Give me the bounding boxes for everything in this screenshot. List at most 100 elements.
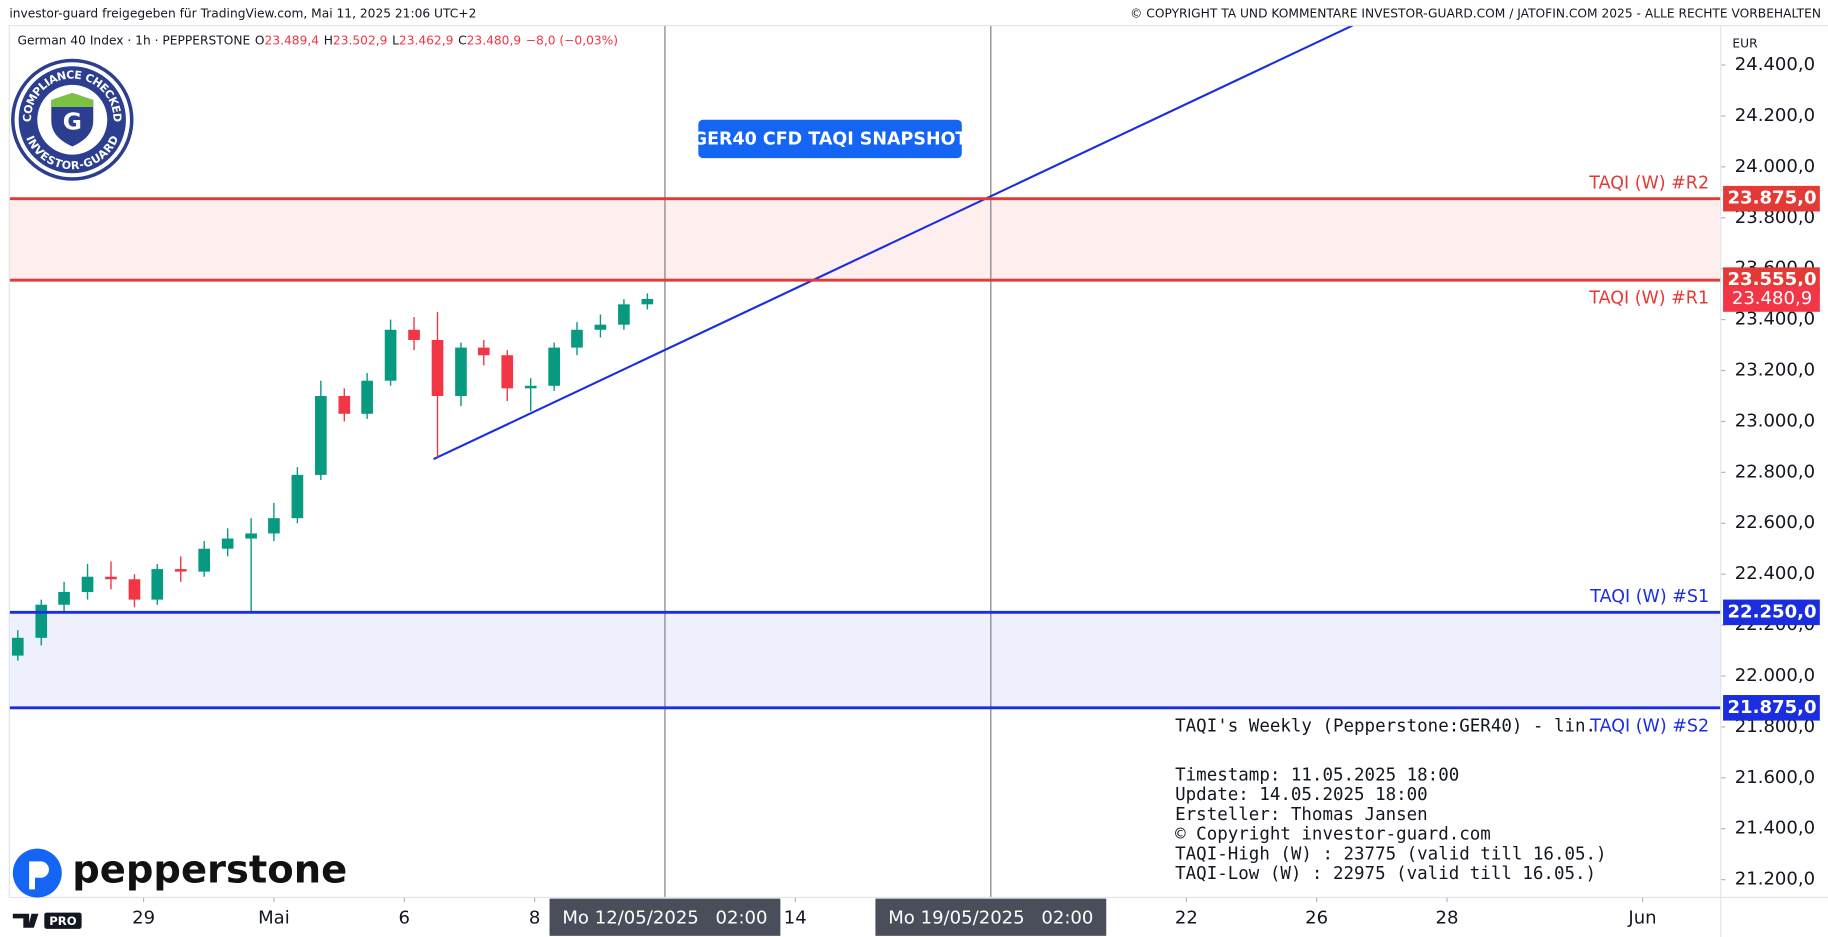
y-tick-label: 24.200,0 [1735,105,1815,126]
y-tick-label: 21.600,0 [1735,767,1815,788]
candle-body [431,339,444,396]
level-name: TAQI (W) #S1 [1589,587,1709,607]
info-block: TAQI's Weekly (Pepperstone:GER40) - lin.… [1175,717,1606,885]
legend-value: 23.462,9 [399,33,453,47]
candle-body [384,329,397,381]
y-tick-label: 22.400,0 [1735,563,1815,584]
y-tick-label: 23.000,0 [1735,410,1815,431]
trendline [433,24,1353,461]
last-price-box [1723,286,1820,312]
zone [9,612,1721,708]
badge-letter: G [63,109,82,136]
tv-pro: PRO [49,914,77,928]
candle-body [315,395,327,475]
x-tick-label: 29 [132,907,155,928]
x-tick-label: 8 [529,907,541,928]
candle-body [524,385,537,389]
candle-body [35,604,48,638]
legend-key: L [392,33,399,47]
level-name: TAQI (W) #S2 [1589,716,1709,736]
candle-body [338,395,351,414]
candle-body [501,355,514,389]
x-tick-label: 6 [399,907,411,928]
info-line: TAQI's Weekly (Pepperstone:GER40) - lin. [1175,717,1596,737]
header-left: investor-guard freigegeben für TradingVi… [9,6,476,20]
marker-box [875,898,1107,936]
level-name: TAQI (W) #R2 [1588,174,1709,194]
info-line: © Copyright investor-guard.com [1175,825,1491,845]
compliance-badge: COMPLIANCE CHECKED INVESTOR-GUARD G [11,58,134,181]
zone [9,198,1721,281]
level-price-box [1723,599,1820,626]
candle-body [594,324,607,330]
y-tick-label: 21.200,0 [1735,869,1815,890]
candle-body [361,380,373,414]
candle-body [81,576,94,592]
legend-value: 23.489,4 [265,33,320,47]
x-tick-label: 22 [1175,907,1198,928]
y-tick-label: 21.400,0 [1735,818,1815,839]
level-price-box [1723,185,1820,212]
legend-value: 23.480,9 [467,33,521,47]
broker-name: pepperstone [72,847,347,892]
candle-body [58,591,70,605]
x-tick-label: Mai [258,907,290,928]
level-price: 23.555,0 [1727,269,1816,290]
broker-logo: pepperstone [12,847,347,898]
y-tick-label: 22.000,0 [1735,665,1815,686]
snapshot-box [698,119,962,159]
x-tick-label: Jun [1627,907,1656,928]
candle-body [618,304,630,325]
marker-date: Mo 19/05/2025 [888,907,1024,928]
candle-body [128,579,141,600]
candle-body [641,298,654,305]
info-line: Timestamp: 11.05.2025 18:00 [1175,765,1459,785]
header-right: © COPYRIGHT TA UND KOMMENTARE INVESTOR-G… [1130,6,1821,20]
candle-body [105,576,117,580]
y-tick-label: 21.800,0 [1735,716,1815,737]
y-tick-label: 23.200,0 [1735,360,1815,381]
legend-key: H [324,33,333,47]
y-tick-label: 22.600,0 [1735,512,1815,533]
snapshot-title: GER40 CFD TAQI SNAPSHOT [693,130,968,150]
plot [9,24,1726,898]
legend-key: O [255,33,265,47]
candle-body [291,474,304,519]
x-tick-label: 26 [1305,907,1328,928]
y-tick-label: 24.400,0 [1735,54,1815,75]
candle-body [268,518,280,534]
candle-body [11,637,24,656]
marker-date: Mo 12/05/2025 [562,907,698,928]
tv-logo: PRO [12,912,82,929]
level-price: 23.875,0 [1727,188,1816,209]
last-price: 23.480,9 [1732,288,1812,309]
marker-time: 02:00 [716,907,768,928]
info-line: Update: 14.05.2025 18:00 [1175,785,1428,805]
level-price: 21.875,0 [1727,697,1816,718]
y-tick-label: 24.000,0 [1735,156,1815,177]
candle-body [477,347,490,356]
candle-body [571,329,583,348]
info-line: TAQI-Low (W) : 22975 (valid till 16.05.) [1175,864,1596,884]
candle-body [245,533,257,539]
y-tick-label: 23.800,0 [1735,207,1815,228]
marker-time: 02:00 [1041,907,1093,928]
legend-symbol: German 40 Index · 1h · PEPPERSTONE [17,33,250,47]
candle-body [198,548,211,572]
level-price: 22.250,0 [1727,601,1816,622]
candle-body [174,569,187,572]
candle-body [408,329,420,340]
x-tick-label: 28 [1436,907,1459,928]
level-price-box [1723,695,1820,721]
y-tick-label: 23.400,0 [1735,309,1815,330]
info-line: Ersteller: Thomas Jansen [1175,805,1428,825]
currency: EUR [1732,37,1758,51]
y-tick-label: 22.800,0 [1735,461,1815,482]
candle-body [455,347,467,396]
ohlc-legend: German 40 Index · 1h · PEPPERSTONE O23.48… [17,33,618,47]
legend-change: −8,0 (−0,03%) [526,33,618,47]
candle-body [221,538,234,549]
marker-box [549,898,781,936]
legend-value: 23.502,9 [333,33,387,47]
